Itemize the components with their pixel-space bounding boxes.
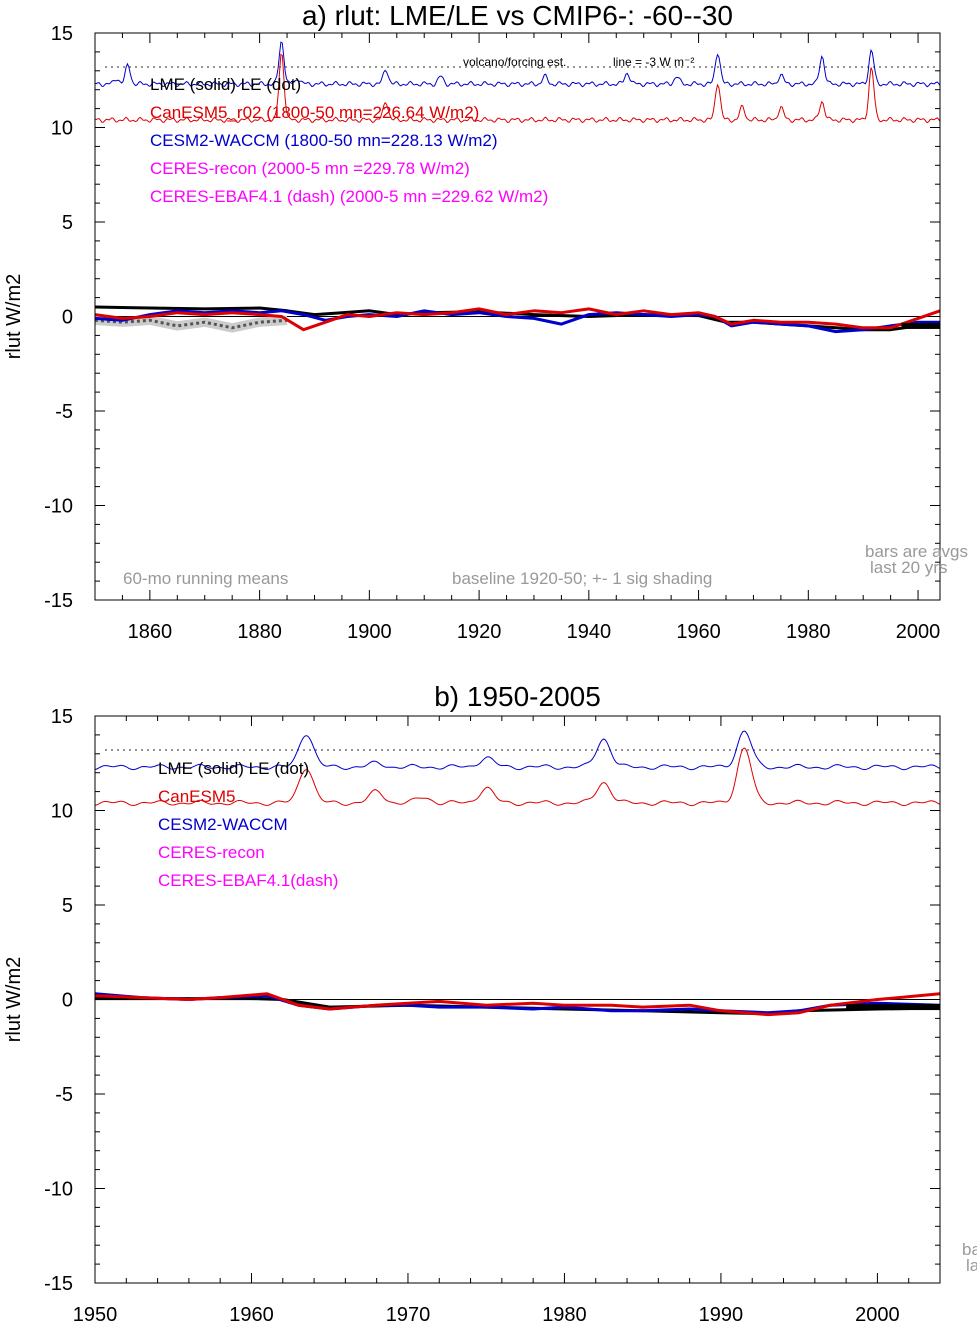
x-tick-label: 1920 [457,621,502,643]
annotation-bars: bars are avgs [865,542,968,561]
legend-entry: LME (solid) LE (dot) [158,759,309,778]
plot-frame [94,715,941,1284]
x-tick-label: 1860 [128,621,173,643]
legend-entry: CERES-recon [158,843,265,862]
annotation-volcano: volcano/forcing est. [463,55,566,69]
y-tick-label: 5 [62,895,73,917]
x-tick-label: 1980 [542,1304,587,1325]
x-tick-label: 1960 [676,621,721,643]
legend-entry: CESM2-WACCM (1800-50 mn=228.13 W/m2) [150,131,498,150]
plot-frame [94,32,941,601]
annotation-last-years: la [966,1256,977,1275]
x-tick-label: 1990 [699,1304,744,1325]
x-tick-label: 2000 [896,621,941,643]
y-tick-label: 0 [62,990,73,1012]
y-axis-label: rlut W/m2 [3,957,25,1043]
x-tick-label: 1960 [229,1304,274,1325]
y-tick-label: -5 [55,1084,73,1106]
x-tick-label: 1940 [567,621,612,643]
legend-entry: CERES-recon (2000-5 mn =229.78 W/m2) [150,159,470,178]
legend-entry: CESM2-WACCM [158,815,288,834]
y-tick-label: -10 [44,496,73,518]
legend-entry: CERES-EBAF4.1 (dash) (2000-5 mn =229.62 … [150,187,548,206]
annotation-baseline: baseline 1920-50; +- 1 sig shading [452,569,712,588]
legend-entry: CanESM5 [158,787,235,806]
annotation-bars: ba [962,1240,977,1259]
series-line [95,997,941,1016]
forcing-line [94,747,941,807]
chart-title: a) rlut: LME/LE vs CMIP6-: -60--30 [302,0,733,31]
x-tick-label: 1950 [73,1304,118,1325]
series-line [94,992,941,1017]
x-tick-label: 1980 [786,621,831,643]
chart-title: b) 1950-2005 [434,681,601,712]
x-tick-label: 2000 [855,1304,900,1325]
y-tick-label: -5 [55,401,73,423]
annotation-line-ref: line = -3 W m⁻² [613,55,694,69]
x-tick-label: 1880 [237,621,282,643]
forcing-line [94,730,941,771]
x-tick-label: 1970 [386,1304,431,1325]
y-tick-label: 15 [51,23,73,45]
annotation-last-years: last 20 yrs [870,558,947,577]
y-tick-label: 10 [51,801,73,823]
series-line [94,318,288,330]
y-axis-label: rlut W/m2 [3,274,25,360]
y-tick-label: 15 [51,706,73,728]
y-tick-label: 10 [51,118,73,140]
y-tick-label: -15 [44,590,73,612]
y-tick-label: 5 [62,212,73,234]
legend-entry: CERES-EBAF4.1(dash) [158,871,338,890]
avg-bar [901,322,940,329]
y-tick-label: 0 [62,307,73,329]
x-tick-label: 1900 [347,621,392,643]
panel-a: a) rlut: LME/LE vs CMIP6-: -60--30 rlut W… [3,0,968,643]
legend-entry: LME (solid) LE (dot) [150,75,301,94]
annotation-running-means: 60-mo running means [123,569,288,588]
avg-bar [846,1004,940,1011]
series-line [94,309,940,334]
y-tick-label: -10 [44,1179,73,1201]
forcing-line [94,53,941,124]
legend-entry: CanESM5_r02 (1800-50 mn=226.64 W/m2) [150,103,479,122]
series-line [94,307,941,332]
y-tick-label: -15 [44,1273,73,1295]
forcing-line [94,41,941,88]
